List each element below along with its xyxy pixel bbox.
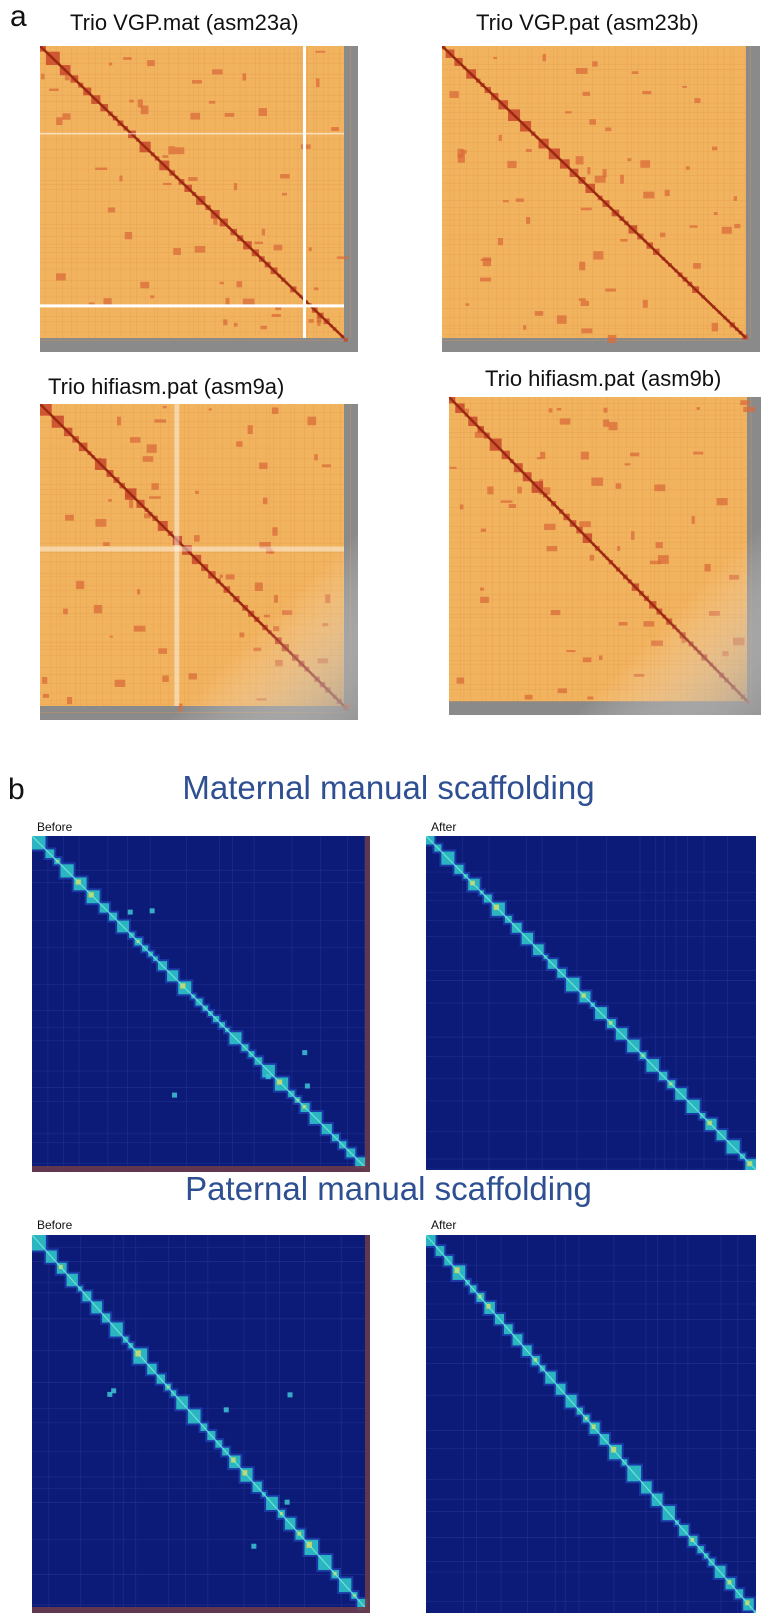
maternal-after-label: After [431, 820, 457, 834]
hic-map-asm23a [40, 46, 358, 352]
hic-map-maternal-before [32, 836, 370, 1172]
map-title-asm23b: Trio VGP.pat (asm23b) [476, 10, 699, 35]
panel-a-letter: a [10, 0, 27, 33]
paternal-scaffolding-title: Paternal manual scaffolding [185, 1170, 592, 1207]
paternal-before-label: Before [37, 1218, 73, 1232]
panel-b-letter: b [8, 773, 25, 806]
hic-map-paternal-after [426, 1235, 756, 1613]
map-title-asm23a: Trio VGP.mat (asm23a) [70, 10, 299, 35]
maternal-before-label: Before [37, 820, 73, 834]
maternal-scaffolding-title: Maternal manual scaffolding [182, 769, 595, 806]
hic-map-asm9b [449, 397, 761, 715]
hic-map-paternal-before [32, 1235, 370, 1613]
map-title-asm9a: Trio hifiasm.pat (asm9a) [48, 374, 285, 399]
hic-map-asm9a [40, 404, 358, 720]
paternal-after-label: After [431, 1218, 457, 1232]
hic-map-asm23b [442, 46, 760, 352]
map-title-asm9b: Trio hifiasm.pat (asm9b) [485, 366, 722, 391]
hic-map-maternal-after [426, 836, 756, 1170]
